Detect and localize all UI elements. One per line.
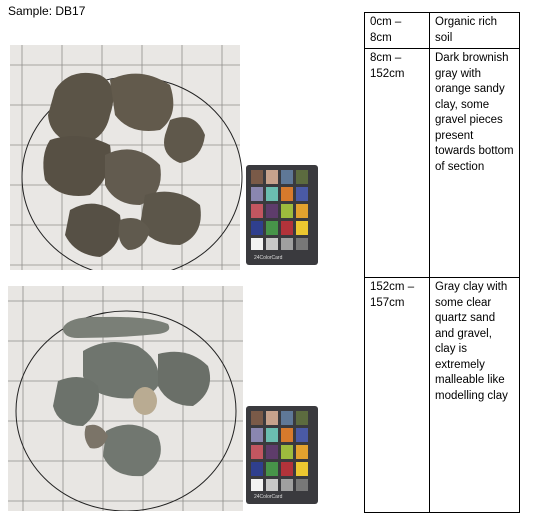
- lower-section-photo: 24ColorCard: [8, 286, 320, 511]
- color-card: 24ColorCard: [246, 165, 318, 265]
- upper-section-photo: 24ColorCard: [10, 45, 320, 270]
- table-row: 8cm – 152cm Dark brownish gray with oran…: [364, 48, 520, 278]
- color-card-label: 24ColorCard: [254, 255, 283, 261]
- soil-clumps: [43, 72, 205, 257]
- table-row: 0cm – 8cm Organic rich soil: [364, 12, 520, 49]
- circle-outline: [15, 310, 237, 511]
- sample-log-table: 0cm – 8cm Organic rich soil 8cm – 152cm …: [364, 12, 520, 513]
- clay-pieces: [53, 316, 211, 477]
- color-card: 24ColorCard: [246, 406, 318, 504]
- depth-cell: 8cm – 152cm: [364, 48, 430, 278]
- color-card-label: 24ColorCard: [254, 494, 283, 500]
- table-row: 152cm – 157cm Gray clay with some clear …: [364, 277, 520, 513]
- description-cell: Dark brownish gray with orange sandy cla…: [429, 48, 520, 278]
- description-cell: Organic rich soil: [429, 12, 520, 49]
- depth-cell: 0cm – 8cm: [364, 12, 430, 49]
- depth-cell: 152cm – 157cm: [364, 277, 430, 513]
- description-cell: Gray clay with some clear quartz sand an…: [429, 277, 520, 513]
- sample-label: Sample: DB17: [8, 4, 86, 18]
